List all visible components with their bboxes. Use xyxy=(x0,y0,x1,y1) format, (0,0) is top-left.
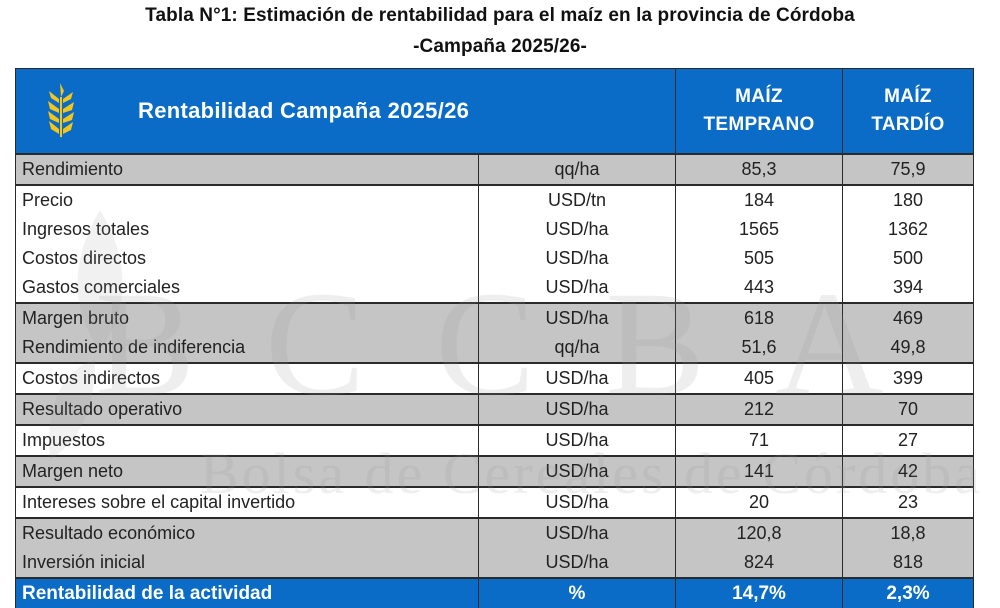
total-value-temprano: 14,7% xyxy=(675,577,843,608)
row-concept: Gastos comerciales xyxy=(15,273,479,303)
column-header-tardio: MAÍZ TARDÍO xyxy=(842,68,974,155)
row-value-tardio: 469 xyxy=(842,302,974,333)
total-unit: % xyxy=(478,577,676,608)
row-unit: USD/ha xyxy=(478,455,676,487)
row-value-tardio: 42 xyxy=(842,455,974,487)
row-value-temprano: 618 xyxy=(675,302,843,333)
table-row: Intereses sobre el capital invertido USD… xyxy=(15,486,974,518)
table-row: Rendimiento qq/ha 85,3 75,9 xyxy=(15,153,974,185)
row-value-tardio: 49,8 xyxy=(842,333,974,363)
row-unit: USD/ha xyxy=(478,548,676,578)
column-header-tardio-line1: MAÍZ xyxy=(884,86,932,107)
table-title: Tabla N°1: Estimación de rentabilidad pa… xyxy=(145,5,855,26)
row-concept: Costos directos xyxy=(15,244,479,273)
row-concept: Ingresos totales xyxy=(15,215,479,244)
table-row: Costos directos USD/ha 505 500 xyxy=(15,244,974,273)
row-unit: USD/ha xyxy=(478,302,676,333)
table-row: Costos indirectos USD/ha 405 399 xyxy=(15,362,974,394)
row-value-temprano: 184 xyxy=(675,184,843,215)
row-value-temprano: 20 xyxy=(675,486,843,518)
row-value-tardio: 18,8 xyxy=(842,517,974,548)
row-concept: Margen bruto xyxy=(15,302,479,333)
table-row: Margen bruto USD/ha 618 469 xyxy=(15,302,974,333)
row-unit: USD/ha xyxy=(478,486,676,518)
total-row: Rentabilidad de la actividad % 14,7% 2,3… xyxy=(15,577,974,608)
row-concept: Resultado económico xyxy=(15,517,479,548)
row-unit: USD/tn xyxy=(478,184,676,215)
row-value-tardio: 1362 xyxy=(842,215,974,244)
total-value-tardio: 2,3% xyxy=(842,577,974,608)
row-value-tardio: 70 xyxy=(842,393,974,425)
row-value-temprano: 405 xyxy=(675,362,843,394)
header-title: Rentabilidad Campaña 2025/26 xyxy=(138,98,470,123)
row-value-temprano: 85,3 xyxy=(675,153,843,185)
row-value-temprano: 443 xyxy=(675,273,843,303)
row-unit: USD/ha xyxy=(478,393,676,425)
row-value-temprano: 120,8 xyxy=(675,517,843,548)
table-row: Impuestos USD/ha 71 27 xyxy=(15,424,974,456)
row-unit: USD/ha xyxy=(478,273,676,303)
row-value-tardio: 23 xyxy=(842,486,974,518)
row-concept: Rendimiento xyxy=(15,153,479,185)
row-unit: qq/ha xyxy=(478,153,676,185)
table-subtitle: -Campaña 2025/26- xyxy=(413,36,587,57)
row-value-temprano: 824 xyxy=(675,548,843,578)
row-concept: Intereses sobre el capital invertido xyxy=(15,486,479,518)
table-header-row: Rentabilidad Campaña 2025/26 MAÍZ TEMPRA… xyxy=(15,68,974,155)
table-row: Resultado económico USD/ha 120,8 18,8 xyxy=(15,517,974,548)
row-concept: Rendimiento de indiferencia xyxy=(15,333,479,363)
header-main-cell: Rentabilidad Campaña 2025/26 xyxy=(15,68,676,155)
profitability-table-container: Rentabilidad Campaña 2025/26 MAÍZ TEMPRA… xyxy=(15,68,974,608)
row-value-tardio: 500 xyxy=(842,244,974,273)
column-header-temprano-line2: TEMPRANO xyxy=(703,114,815,135)
row-value-temprano: 1565 xyxy=(675,215,843,244)
table-row: Rendimiento de indiferencia qq/ha 51,6 4… xyxy=(15,333,974,363)
profitability-table: Rentabilidad Campaña 2025/26 MAÍZ TEMPRA… xyxy=(15,68,974,608)
row-concept: Impuestos xyxy=(15,424,479,456)
table-row: Precio USD/tn 184 180 xyxy=(15,184,974,215)
table-row: Resultado operativo USD/ha 212 70 xyxy=(15,393,974,425)
column-header-tardio-line2: TARDÍO xyxy=(871,114,945,135)
row-unit: qq/ha xyxy=(478,333,676,363)
row-value-temprano: 71 xyxy=(675,424,843,456)
row-value-tardio: 75,9 xyxy=(842,153,974,185)
table-row: Gastos comerciales USD/ha 443 394 xyxy=(15,273,974,303)
row-value-tardio: 394 xyxy=(842,273,974,303)
row-value-temprano: 51,6 xyxy=(675,333,843,363)
table-row: Inversión inicial USD/ha 824 818 xyxy=(15,548,974,578)
table-row: Margen neto USD/ha 141 42 xyxy=(15,455,974,487)
wheat-icon xyxy=(48,83,74,137)
row-unit: USD/ha xyxy=(478,517,676,548)
column-header-temprano-line1: MAÍZ xyxy=(735,86,783,107)
row-concept: Margen neto xyxy=(15,455,479,487)
table-row: Ingresos totales USD/ha 1565 1362 xyxy=(15,215,974,244)
row-concept: Precio xyxy=(15,184,479,215)
row-value-tardio: 399 xyxy=(842,362,974,394)
row-concept: Resultado operativo xyxy=(15,393,479,425)
row-value-temprano: 141 xyxy=(675,455,843,487)
row-concept: Inversión inicial xyxy=(15,548,479,578)
total-concept: Rentabilidad de la actividad xyxy=(15,577,479,608)
column-header-temprano: MAÍZ TEMPRANO xyxy=(675,68,843,155)
row-value-temprano: 212 xyxy=(675,393,843,425)
row-unit: USD/ha xyxy=(478,244,676,273)
row-value-tardio: 27 xyxy=(842,424,974,456)
row-unit: USD/ha xyxy=(478,362,676,394)
row-unit: USD/ha xyxy=(478,424,676,456)
row-unit: USD/ha xyxy=(478,215,676,244)
row-value-temprano: 505 xyxy=(675,244,843,273)
row-value-tardio: 180 xyxy=(842,184,974,215)
row-value-tardio: 818 xyxy=(842,548,974,578)
row-concept: Costos indirectos xyxy=(15,362,479,394)
